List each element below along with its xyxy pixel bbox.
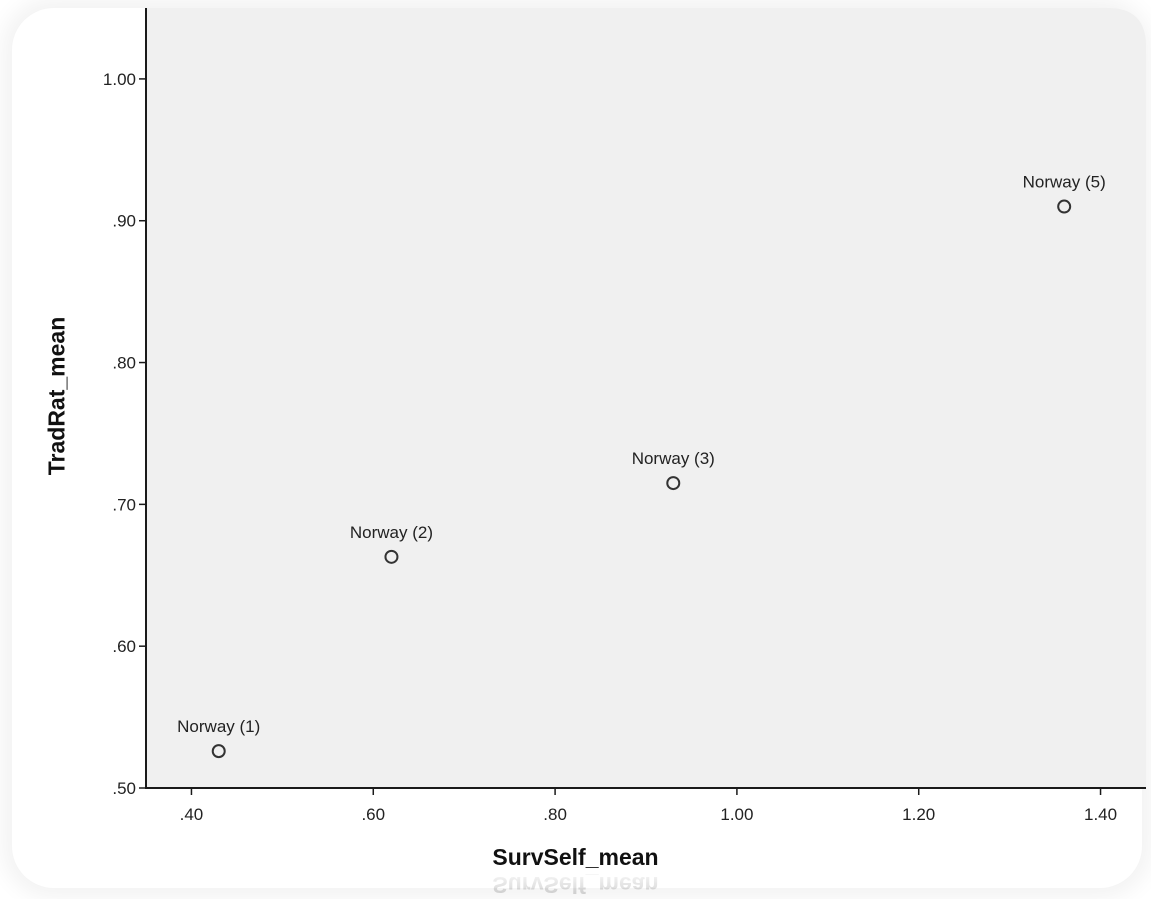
x-axis-label: SurvSelf_mean [492,844,659,870]
data-point-marker [384,549,399,564]
y-tick-label: .50 [112,779,136,798]
x-tick-label: 1.40 [1084,805,1117,824]
data-point-label: Norway (5) [1023,173,1106,192]
data-point-label: Norway (2) [350,523,433,542]
x-axis-label-reflection: SurvSelf_mean [492,872,659,898]
data-point-marker [666,476,681,491]
data-point-marker [211,744,226,759]
y-tick-label: .60 [112,637,136,656]
data-point-label: Norway (1) [177,717,260,736]
plot-area-background [146,8,1146,788]
y-tick-label: .90 [112,212,136,231]
y-tick-label: 1.00 [103,70,136,89]
data-point-label: Norway (3) [632,449,715,468]
x-tick-label: .80 [543,805,567,824]
x-tick-label: 1.20 [902,805,935,824]
y-tick-label: .80 [112,354,136,373]
y-axis-label: TradRat_mean [43,316,70,476]
y-tick-label: .70 [112,495,136,514]
x-tick-label: 1.00 [720,805,753,824]
x-tick-label: .40 [180,805,204,824]
data-point-marker [1057,199,1072,214]
x-tick-label: .60 [361,805,385,824]
